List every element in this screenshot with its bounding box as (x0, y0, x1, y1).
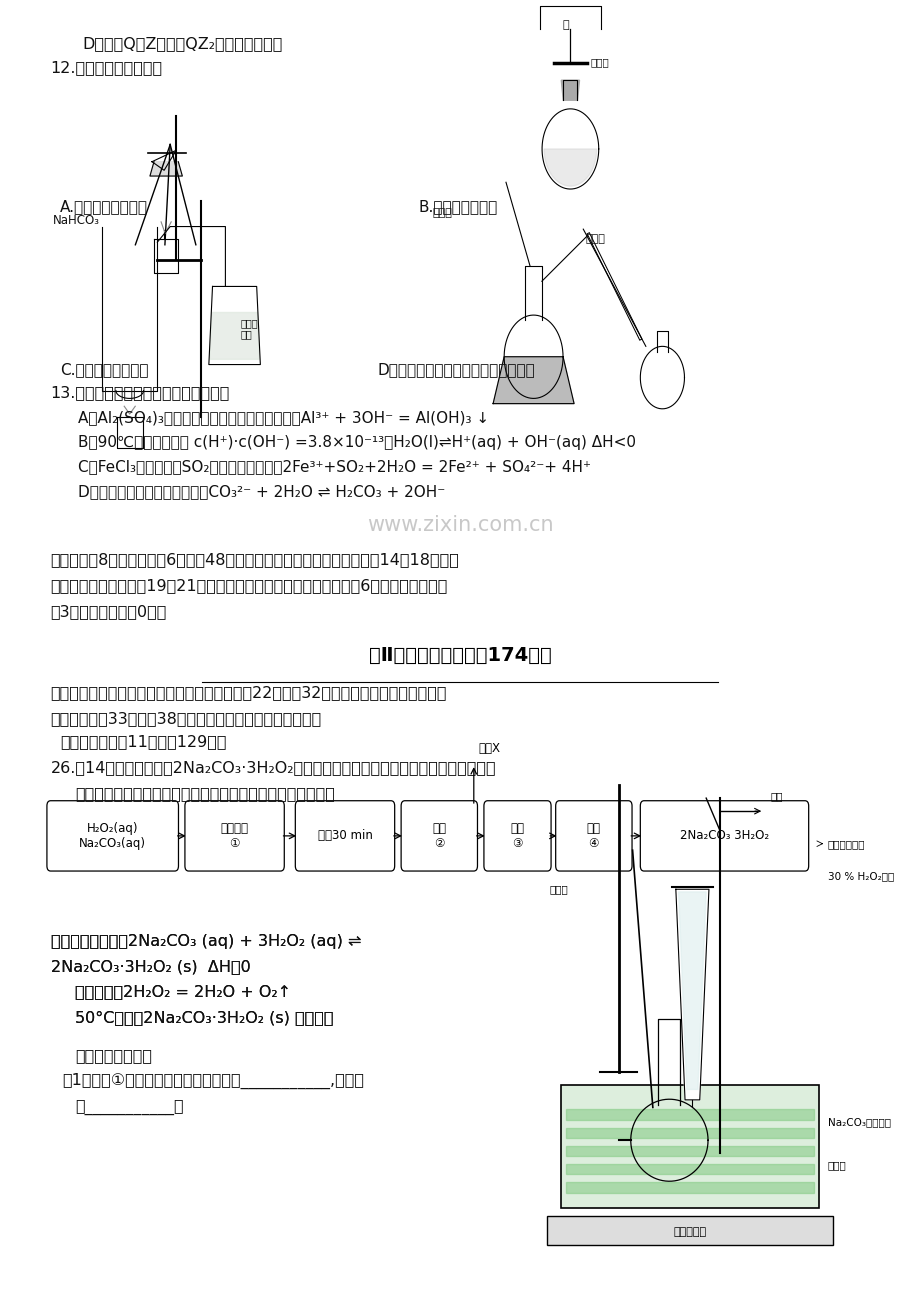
Text: 恒压滴液漏攔: 恒压滴液漏攔 (827, 838, 865, 849)
Polygon shape (565, 1182, 813, 1193)
Text: 第Ⅱ卷（非选择题，共174分）: 第Ⅱ卷（非选择题，共174分） (369, 646, 550, 665)
Text: 有___________。: 有___________。 (75, 1100, 184, 1116)
Text: （一）必考题（11题，共129分）: （一）必考题（11题，共129分） (60, 734, 226, 750)
Polygon shape (565, 1146, 813, 1156)
FancyBboxPatch shape (401, 801, 477, 871)
Text: 已知：主反应　　2Na₂CO₃ (aq) + 3H₂O₂ (aq) ⇌: 已知：主反应 2Na₂CO₃ (aq) + 3H₂O₂ (aq) ⇌ (51, 934, 360, 949)
Text: 止水夹: 止水夹 (590, 57, 608, 68)
FancyBboxPatch shape (555, 801, 631, 871)
Polygon shape (565, 1164, 813, 1174)
Text: 已知：主反应　　2Na₂CO₃ (aq) + 3H₂O₂ (aq) ⇌: 已知：主反应 2Na₂CO₃ (aq) + 3H₂O₂ (aq) ⇌ (51, 934, 360, 949)
Text: 必须做答。第33题～第38题为选考题，考生根据要求做答。: 必须做答。第33题～第38题为选考题，考生根据要求做答。 (51, 711, 322, 727)
FancyBboxPatch shape (47, 801, 178, 871)
Text: 澄清石
灰水: 澄清石 灰水 (240, 318, 257, 340)
Text: 冷水浴: 冷水浴 (827, 1160, 845, 1170)
Text: D．分离沸点不同且互溶的液体混合物: D．分离沸点不同且互溶的液体混合物 (377, 362, 534, 378)
Polygon shape (150, 161, 182, 176)
FancyBboxPatch shape (547, 1216, 832, 1245)
Text: B.检查装置气密性: B.检查装置气密性 (418, 199, 497, 215)
FancyBboxPatch shape (185, 801, 284, 871)
Text: 控温反应
①: 控温反应 ① (221, 822, 248, 850)
Text: C.碳酸氢钠受热分解: C.碳酸氢钠受热分解 (60, 362, 148, 378)
Text: 固体
③: 固体 ③ (510, 822, 524, 850)
Polygon shape (543, 148, 596, 186)
Text: 2Na₂CO₃·3H₂O₂ (s)  ΔH＜0: 2Na₂CO₃·3H₂O₂ (s) ΔH＜0 (51, 960, 250, 975)
Text: D．元素Q和Z能形成QZ₂型的共价化合物: D．元素Q和Z能形成QZ₂型的共价化合物 (83, 36, 283, 52)
FancyBboxPatch shape (561, 1085, 818, 1208)
Text: 滤液X: 滤液X (478, 742, 500, 755)
Text: 50°C时　　2Na₂CO₃·3H₂O₂ (s) 开始分解: 50°C时 2Na₂CO₃·3H₂O₂ (s) 开始分解 (75, 1010, 334, 1026)
Text: 得3分，有选错的得0分。: 得3分，有选错的得0分。 (51, 604, 166, 620)
Polygon shape (678, 892, 706, 1090)
Text: 静置30 min: 静置30 min (317, 829, 372, 842)
Text: 2Na₂CO₃·3H₂O₂ (s)  ΔH＜0: 2Na₂CO₃·3H₂O₂ (s) ΔH＜0 (51, 960, 250, 975)
Text: 剂。某兴趣小组制备过碳酸钠的实验方案和装置示意图如下：: 剂。某兴趣小组制备过碳酸钠的实验方案和装置示意图如下： (75, 786, 335, 802)
Text: H₂O₂(aq)
Na₂CO₃(aq): H₂O₂(aq) Na₂CO₃(aq) (79, 822, 146, 850)
Polygon shape (675, 889, 709, 1100)
Text: 温度计: 温度计 (432, 208, 452, 219)
Text: 三、非选择题：包括必考题和选考题两部分。第22题～第32题为必考题，每个试题考生都: 三、非选择题：包括必考题和选考题两部分。第22题～第32题为必考题，每个试题考生… (51, 685, 447, 700)
FancyBboxPatch shape (640, 801, 808, 871)
Text: 2Na₂CO₃ 3H₂O₂: 2Na₂CO₃ 3H₂O₂ (679, 829, 768, 842)
Text: 二、本题共8小题，每小题6分，共48分。在每小题给出的四个选项中，第14～18题只有: 二、本题共8小题，每小题6分，共48分。在每小题给出的四个选项中，第14～18题… (51, 552, 459, 568)
Polygon shape (210, 312, 259, 359)
Text: A.蒸发、浓缩、结晶: A.蒸发、浓缩、结晶 (60, 199, 148, 215)
Text: NaHCO₃: NaHCO₃ (52, 214, 99, 227)
Text: 12.下列实验正确的是：: 12.下列实验正确的是： (51, 60, 163, 76)
Text: 请回答下列问题：: 请回答下列问题： (75, 1048, 153, 1064)
FancyBboxPatch shape (483, 801, 550, 871)
Polygon shape (565, 1128, 813, 1138)
Polygon shape (493, 357, 573, 404)
Text: D．碳酸钠溶液滴入酚酞变红：CO₃²⁻ + 2H₂O ⇌ H₂CO₃ + 2OH⁻: D．碳酸钠溶液滴入酚酞变红：CO₃²⁻ + 2H₂O ⇌ H₂CO₃ + 2OH… (78, 484, 445, 500)
Text: （1）步骤①的关键是控制温度，原因是___________,其措施: （1）步骤①的关键是控制温度，原因是___________,其措施 (62, 1073, 364, 1088)
Text: C．FeCl₃溶液中通入SO₂，溶液黄色褪去：2Fe³⁺+SO₂+2H₂O = 2Fe²⁺ + SO₄²⁻+ 4H⁺: C．FeCl₃溶液中通入SO₂，溶液黄色褪去：2Fe³⁺+SO₂+2H₂O = … (78, 460, 591, 475)
Text: 磁力搞拌器: 磁力搞拌器 (673, 1226, 706, 1237)
Text: 一项符合题目要求，第19～21题有多项符合题目要求。全部选对的得6分，选对但不全的: 一项符合题目要求，第19～21题有多项符合题目要求。全部选对的得6分，选对但不全… (51, 578, 448, 594)
Text: A．Al₂(SO₄)₃溶液滴加氨水产生白色胶状沉淀：Al³⁺ + 3OH⁻ = Al(OH)₃ ↓: A．Al₂(SO₄)₃溶液滴加氨水产生白色胶状沉淀：Al³⁺ + 3OH⁻ = … (78, 410, 489, 426)
Polygon shape (561, 81, 579, 100)
Text: 副反应　　2H₂O₂ = 2H₂O + O₂↑: 副反应 2H₂O₂ = 2H₂O + O₂↑ (75, 984, 291, 1000)
Text: 26.（14分）过碳酸钠（2Na₂CO₃·3H₂O₂）是一种集洗涤、漂白、杀菌于一体的氧系漂白: 26.（14分）过碳酸钠（2Na₂CO₃·3H₂O₂）是一种集洗涤、漂白、杀菌于… (51, 760, 495, 776)
Text: 30 % H₂O₂溶液: 30 % H₂O₂溶液 (827, 871, 893, 881)
Text: 温度计: 温度计 (549, 884, 568, 894)
Text: Na₂CO₃饱和溶液: Na₂CO₃饱和溶液 (827, 1117, 890, 1126)
Text: 水: 水 (562, 20, 568, 30)
FancyBboxPatch shape (295, 801, 394, 871)
Text: www.zixin.com.cn: www.zixin.com.cn (367, 514, 552, 535)
Text: 过滤
②: 过滤 ② (432, 822, 446, 850)
Text: 副反应　　2H₂O₂ = 2H₂O + O₂↑: 副反应 2H₂O₂ = 2H₂O + O₂↑ (75, 984, 291, 1000)
Text: 50°C时　　2Na₂CO₃·3H₂O₂ (s) 开始分解: 50°C时 2Na₂CO₃·3H₂O₂ (s) 开始分解 (75, 1010, 334, 1026)
Text: 洗涤
④: 洗涤 ④ (586, 822, 600, 850)
Text: 13.下列解释实验事实的方程式正确的是: 13.下列解释实验事实的方程式正确的是 (51, 385, 230, 401)
Text: 支管: 支管 (770, 790, 782, 801)
Polygon shape (565, 1109, 813, 1120)
Text: B．90℃时测得纯水中 c(H⁺)·c(OH⁻) =3.8×10⁻¹³：H₂O(l)⇌H⁺(aq) + OH⁻(aq) ΔH<0: B．90℃时测得纯水中 c(H⁺)·c(OH⁻) =3.8×10⁻¹³：H₂O(… (78, 435, 636, 450)
Text: 冷凝水: 冷凝水 (584, 234, 605, 245)
